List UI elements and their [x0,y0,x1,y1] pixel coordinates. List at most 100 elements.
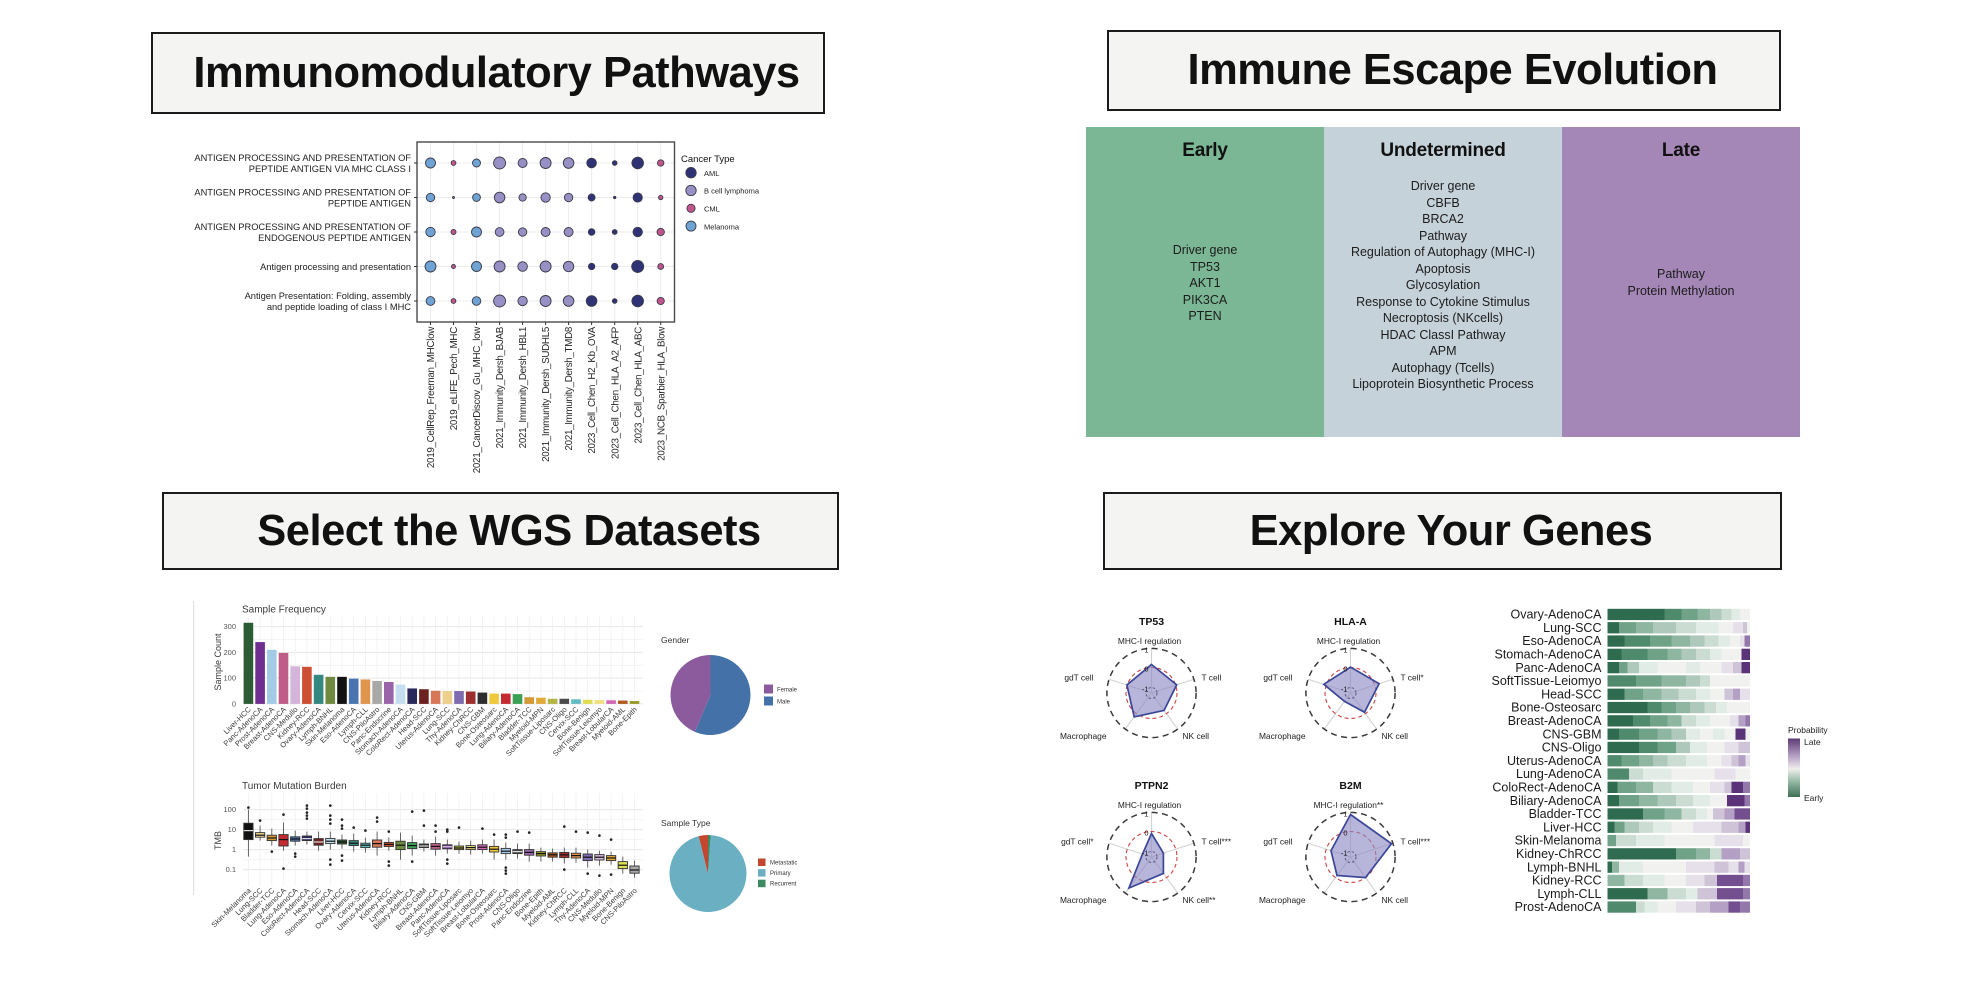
svg-text:NK cell**: NK cell** [1183,895,1217,905]
svg-text:0: 0 [1343,665,1347,674]
svg-text:Probability: Probability [1788,725,1828,735]
svg-text:gdT cell: gdT cell [1263,673,1292,683]
svg-text:0: 0 [232,700,236,709]
svg-text:ANTIGEN PROCESSING AND PRESENT: ANTIGEN PROCESSING AND PRESENTATION OF [194,187,411,197]
svg-text:-1: -1 [1142,849,1149,858]
svg-text:Prost-AdenoCA: Prost-AdenoCA [1515,900,1603,914]
svg-text:Lymph-BNHL: Lymph-BNHL [1527,860,1602,874]
svg-text:Macrophage: Macrophage [1259,731,1306,741]
svg-text:1: 1 [1144,810,1148,819]
svg-text:1: 1 [1343,646,1347,655]
svg-text:Cancer Type: Cancer Type [681,154,735,165]
svg-text:Lung-SCC: Lung-SCC [1543,621,1601,635]
svg-text:0.1: 0.1 [226,865,236,874]
svg-text:Lymph-CLL: Lymph-CLL [1537,887,1601,901]
svg-text:Kidney-ChRCC: Kidney-ChRCC [1516,847,1601,861]
svg-text:Breast-AdenoCA: Breast-AdenoCA [1508,714,1602,728]
svg-text:NK cell: NK cell [1183,731,1210,741]
svg-text:-1: -1 [1341,849,1348,858]
svg-text:HLA-A: HLA-A [1334,616,1367,628]
svg-text:TMB: TMB [213,831,223,850]
svg-text:Gender: Gender [661,635,690,645]
svg-text:2021_Immunity_Dersh_BJAB: 2021_Immunity_Dersh_BJAB [495,326,506,448]
svg-text:Late: Late [1804,737,1821,747]
svg-text:10: 10 [228,825,236,834]
svg-text:MHC-I regulation: MHC-I regulation [1118,800,1182,810]
svg-text:2023_Cell_Chen_HLA_ABC: 2023_Cell_Chen_HLA_ABC [633,327,644,444]
svg-text:MHC-I regulation: MHC-I regulation [1118,636,1182,646]
svg-text:Biliary-AdenoCA: Biliary-AdenoCA [1510,794,1602,808]
svg-text:Macrophage: Macrophage [1060,731,1107,741]
svg-text:Sample Count: Sample Count [213,633,223,691]
svg-text:Eso-AdenoCA: Eso-AdenoCA [1522,634,1602,648]
svg-text:2023_Cell_Chen_H2_Kb_OVA: 2023_Cell_Chen_H2_Kb_OVA [587,326,598,453]
svg-text:SoftTissue-Leiomyo: SoftTissue-Leiomyo [1492,674,1602,688]
svg-text:MHC-I regulation: MHC-I regulation [1317,636,1381,646]
svg-text:2023_Cell_Chen_HLA_A2_AFP: 2023_Cell_Chen_HLA_A2_AFP [610,326,621,459]
svg-text:-1: -1 [1142,685,1149,694]
svg-text:ANTIGEN PROCESSING AND PRESENT: ANTIGEN PROCESSING AND PRESENTATION OF [194,222,411,232]
svg-text:Head-SCC: Head-SCC [1541,687,1601,701]
svg-text:Panc-AdenoCA: Panc-AdenoCA [1515,661,1602,675]
svg-text:T cell*: T cell* [1401,673,1425,683]
svg-text:Male: Male [777,700,791,706]
svg-text:NK cell: NK cell [1382,895,1409,905]
svg-text:ANTIGEN PROCESSING AND PRESENT: ANTIGEN PROCESSING AND PRESENTATION OF [194,153,411,163]
svg-text:2021_Immunity_Dersh_TMD8: 2021_Immunity_Dersh_TMD8 [564,326,575,450]
svg-text:Ovary-AdenoCA: Ovary-AdenoCA [1510,608,1602,622]
svg-text:0: 0 [1144,829,1148,838]
svg-text:200: 200 [223,648,236,657]
svg-text:Bladder-TCC: Bladder-TCC [1529,807,1602,821]
svg-text:MHC-I regulation**: MHC-I regulation** [1314,800,1385,810]
svg-text:2019_CellRep_Freeman_MHClow: 2019_CellRep_Freeman_MHClow [426,326,437,468]
svg-text:1: 1 [232,845,236,854]
svg-text:Lung-AdenoCA: Lung-AdenoCA [1516,767,1602,781]
svg-text:AML: AML [704,169,719,178]
svg-text:300: 300 [223,622,236,631]
svg-text:Primary: Primary [770,871,791,877]
svg-text:ColoRect-AdenoCA: ColoRect-AdenoCA [1492,781,1602,795]
svg-text:Skin-Melanoma: Skin-Melanoma [1515,834,1602,848]
svg-text:2021_Immunity_Dersh_HBL1: 2021_Immunity_Dersh_HBL1 [518,327,529,448]
svg-text:ENDOGENOUS PEPTIDE ANTIGEN: ENDOGENOUS PEPTIDE ANTIGEN [258,233,411,243]
svg-text:1: 1 [1343,810,1347,819]
svg-text:2019_eLIFE_Pech_MHC: 2019_eLIFE_Pech_MHC [449,327,460,430]
svg-text:-1: -1 [1341,685,1348,694]
svg-text:Metastatic: Metastatic [770,861,797,867]
svg-text:gdT cell: gdT cell [1263,837,1292,847]
svg-text:1: 1 [1144,646,1148,655]
svg-text:CNS-GBM: CNS-GBM [1542,727,1601,741]
svg-text:B cell lymphoma: B cell lymphoma [704,187,760,196]
svg-text:Stomach-AdenoCA: Stomach-AdenoCA [1494,648,1602,662]
svg-text:TP53: TP53 [1139,616,1164,628]
svg-text:Female: Female [777,688,798,694]
svg-text:Tumor Mutation Burden: Tumor Mutation Burden [242,781,347,792]
svg-text:PEPTIDE ANTIGEN VIA MHC CLASS: PEPTIDE ANTIGEN VIA MHC CLASS I [249,164,411,174]
svg-text:Sample Type: Sample Type [661,818,711,828]
svg-text:T cell***: T cell*** [1401,837,1431,847]
svg-text:PEPTIDE ANTIGEN: PEPTIDE ANTIGEN [328,198,411,208]
svg-text:Antigen Presentation: Folding,: Antigen Presentation: Folding, assembly [245,291,412,301]
svg-text:and peptide loading of class I: and peptide loading of class I MHC [267,302,411,312]
svg-text:Melanoma: Melanoma [704,222,740,231]
svg-text:100: 100 [223,674,236,683]
svg-text:0: 0 [1343,829,1347,838]
svg-text:Recurrent: Recurrent [770,882,797,888]
svg-text:Sample Frequency: Sample Frequency [242,605,326,616]
svg-text:Uterus-AdenoCA: Uterus-AdenoCA [1507,754,1602,768]
svg-text:B2M: B2M [1339,780,1361,792]
svg-text:Macrophage: Macrophage [1060,895,1107,905]
svg-text:Early: Early [1804,793,1824,803]
svg-text:CML: CML [704,205,720,214]
svg-text:T cell: T cell [1202,673,1222,683]
svg-text:gdT cell: gdT cell [1064,673,1093,683]
svg-text:0: 0 [1144,665,1148,674]
svg-text:gdT cell*: gdT cell* [1061,837,1094,847]
svg-text:2021_CancerDiscov_Gu_MHC_low: 2021_CancerDiscov_Gu_MHC_low [472,326,483,473]
svg-text:PTPN2: PTPN2 [1135,780,1169,792]
svg-text:NK cell: NK cell [1382,731,1409,741]
svg-text:Bone-Osteosarc: Bone-Osteosarc [1511,701,1601,715]
svg-text:Kidney-RCC: Kidney-RCC [1532,874,1601,888]
svg-text:2021_Immunity_Dersh_SUDHL5: 2021_Immunity_Dersh_SUDHL5 [541,326,552,462]
svg-text:Macrophage: Macrophage [1259,895,1306,905]
